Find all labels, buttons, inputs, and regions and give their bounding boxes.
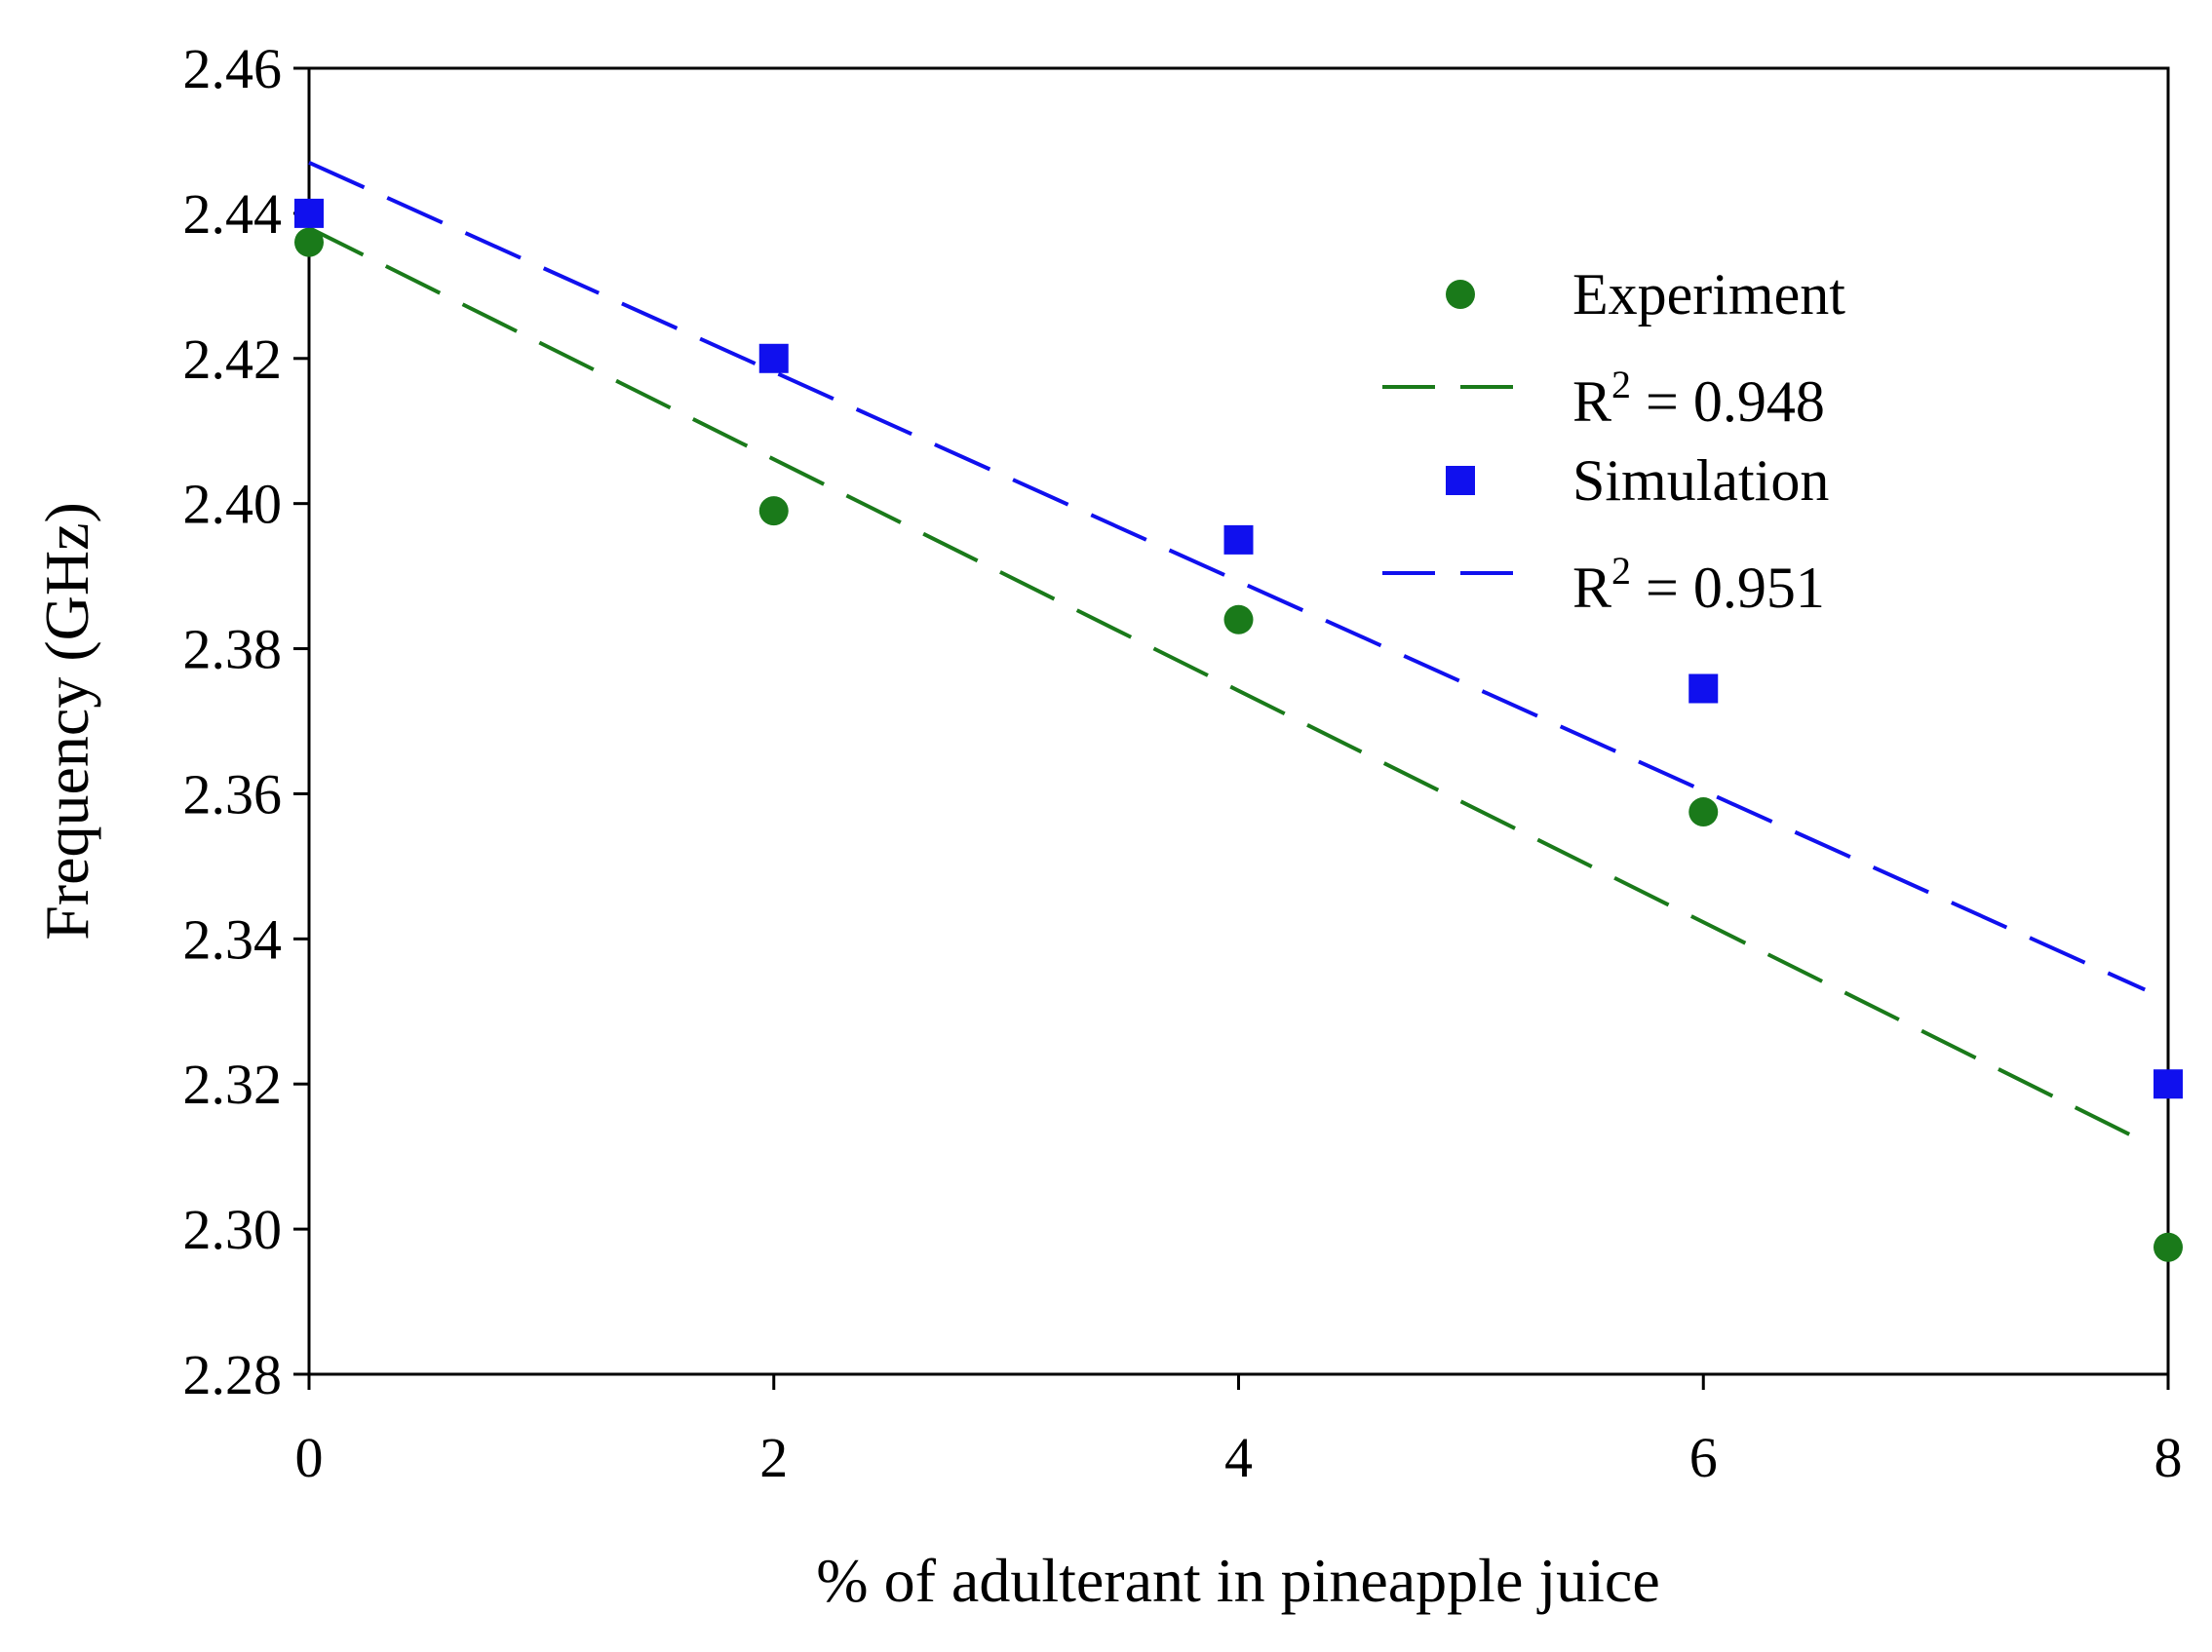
point-experiment: [2154, 1232, 2183, 1262]
legend-marker-experiment: [1446, 280, 1475, 309]
x-tick-label: 4: [1224, 1426, 1253, 1489]
y-tick-label: 2.42: [183, 327, 283, 391]
data-points: [294, 198, 2183, 1262]
fit-line-simulation: [308, 160, 2146, 992]
y-tick-label: 2.38: [183, 618, 283, 681]
legend: Experiment R2 = 0.948 Simulation R2 = 0.951: [1382, 262, 1845, 620]
legend-fit-label-experiment: R2 = 0.948: [1572, 363, 1825, 434]
y-tick-label: 2.30: [183, 1198, 283, 1261]
y-axis: 2.28 2.30 2.32 2.34 2.36 2.38 2.40 2.42 2.44 2.46: [183, 37, 309, 1406]
legend-label-simulation: Simulation: [1572, 448, 1829, 513]
x-tick-label: 8: [2154, 1426, 2183, 1489]
point-simulation: [1688, 673, 1719, 704]
point-simulation: [758, 343, 789, 373]
y-tick-label: 2.44: [183, 182, 283, 246]
fit-line-experiment: [308, 225, 2147, 1144]
point-experiment: [1223, 604, 1254, 634]
legend-marker-simulation: [1446, 466, 1475, 495]
y-tick-label: 2.40: [183, 473, 283, 536]
legend-fit-label-simulation: R2 = 0.951: [1572, 549, 1825, 620]
y-tick-label: 2.46: [183, 37, 283, 100]
legend-label-experiment: Experiment: [1572, 262, 1845, 327]
y-tick-label: 2.34: [183, 907, 283, 971]
y-axis-title: Frequency (GHz): [32, 502, 101, 941]
x-tick-label: 0: [295, 1426, 324, 1489]
point-experiment: [1688, 797, 1719, 827]
point-simulation: [294, 198, 324, 228]
y-tick-label: 2.32: [183, 1053, 283, 1116]
point-experiment: [758, 496, 789, 526]
x-tick-label: 2: [759, 1426, 788, 1489]
fit-lines: [308, 160, 2147, 1144]
y-tick-label: 2.36: [183, 762, 283, 826]
y-tick-label: 2.28: [183, 1343, 283, 1406]
point-simulation: [1223, 524, 1254, 555]
x-axis-title: % of adulterant in pineapple juice: [816, 1546, 1659, 1615]
x-axis: 0 2 4 6 8: [295, 1374, 2183, 1489]
x-tick-label: 6: [1689, 1426, 1718, 1489]
point-experiment: [294, 227, 324, 257]
plot-area: [307, 66, 2170, 1376]
point-simulation: [2154, 1069, 2183, 1099]
